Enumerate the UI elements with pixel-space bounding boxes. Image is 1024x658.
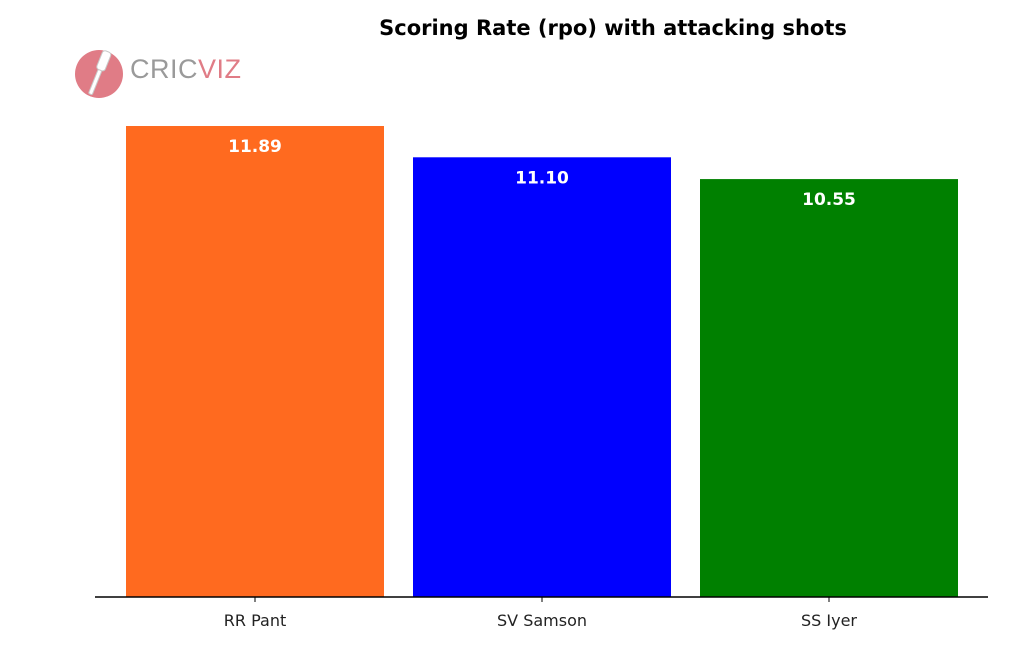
logo-wordmark: CRICVIZ (130, 54, 242, 85)
bar-rr-pant (126, 126, 384, 597)
x-tick-label: SS Iyer (801, 611, 857, 630)
bar-value-label: 10.55 (802, 190, 856, 210)
logo-text-part2: VIZ (198, 54, 242, 84)
cricket-bat-logo-icon (75, 50, 123, 98)
bar-value-label: 11.89 (228, 137, 282, 157)
logo-text-part1: CRIC (130, 54, 198, 84)
bar-ss-iyer (700, 179, 958, 597)
bar-value-label: 11.10 (515, 168, 569, 188)
chart-title: Scoring Rate (rpo) with attacking shots (379, 16, 847, 40)
cricviz-logo: CRICVIZ (74, 46, 241, 106)
x-tick-label: RR Pant (224, 611, 286, 630)
bar-sv-samson (413, 157, 671, 597)
x-tick-label: SV Samson (497, 611, 587, 630)
